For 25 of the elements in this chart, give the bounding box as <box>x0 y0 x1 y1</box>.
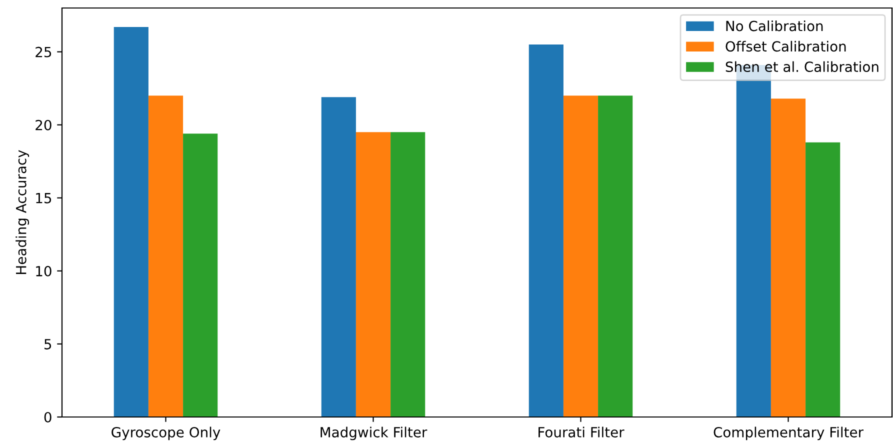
y-tick-label: 0 <box>44 412 52 422</box>
legend-label: No Calibration <box>726 20 823 32</box>
bar <box>114 26 148 417</box>
legend-label: Offset Calibration <box>726 40 846 52</box>
bar <box>806 142 840 417</box>
bar <box>390 132 426 417</box>
x-tick-label: Fourati Filter <box>538 426 624 438</box>
y-tick-label: 15 <box>36 193 52 204</box>
legend-label: Shen et al. Calibration <box>726 61 878 72</box>
bar <box>770 98 806 417</box>
bar <box>148 96 184 417</box>
bar <box>598 96 633 417</box>
x-tick-label: Gyroscope Only <box>112 426 220 440</box>
x-tick-label: Complementary Filter <box>714 426 864 440</box>
y-tick-label: 10 <box>36 266 52 276</box>
x-tick-label: Madgwick Filter <box>320 426 428 440</box>
bar <box>183 134 218 417</box>
y-tick-label: 25 <box>36 46 52 58</box>
bar <box>528 44 564 417</box>
y-tick-label: 20 <box>36 120 52 130</box>
bar <box>563 96 598 417</box>
bar <box>321 97 356 417</box>
y-axis-title: Heading Accuracy <box>16 150 30 274</box>
y-tick-label: 5 <box>44 339 52 350</box>
bar <box>356 132 391 417</box>
